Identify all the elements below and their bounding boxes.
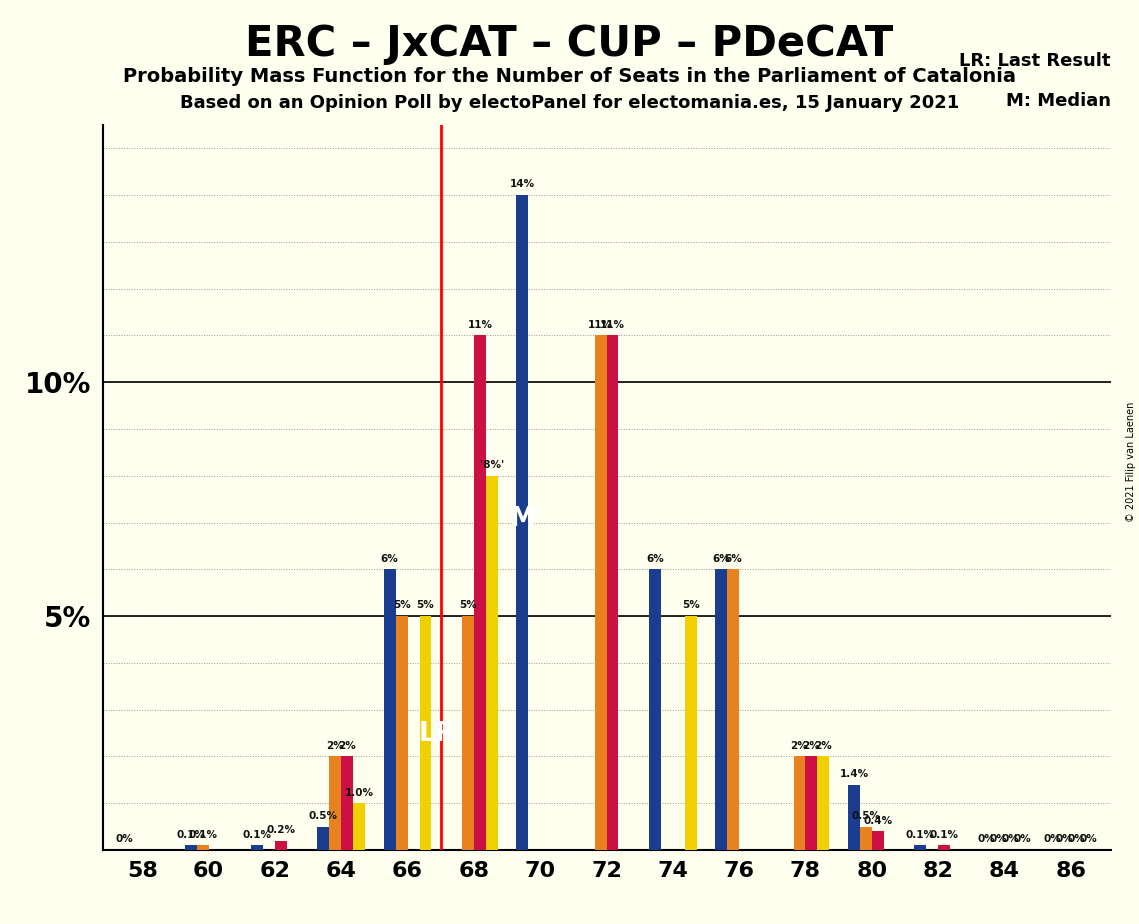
Bar xyxy=(649,569,661,850)
Bar xyxy=(419,616,432,850)
Text: 14%: 14% xyxy=(510,179,535,189)
Text: 2%: 2% xyxy=(814,741,833,751)
Text: 0.1%: 0.1% xyxy=(177,830,205,840)
Text: Probability Mass Function for the Number of Seats in the Parliament of Catalonia: Probability Mass Function for the Number… xyxy=(123,67,1016,86)
Text: 5%: 5% xyxy=(459,601,477,611)
Bar xyxy=(847,784,860,850)
Bar xyxy=(318,827,329,850)
Text: ERC – JxCAT – CUP – PDeCAT: ERC – JxCAT – CUP – PDeCAT xyxy=(245,23,894,65)
Text: '8%': '8%' xyxy=(480,460,503,470)
Text: 0.2%: 0.2% xyxy=(267,825,295,835)
Bar xyxy=(915,845,926,850)
Text: 2%: 2% xyxy=(327,741,344,751)
Text: 11%: 11% xyxy=(467,320,492,330)
Text: 5%: 5% xyxy=(417,601,434,611)
Bar xyxy=(715,569,727,850)
Text: 2%: 2% xyxy=(790,741,809,751)
Text: 6%: 6% xyxy=(712,553,730,564)
Text: 2%: 2% xyxy=(803,741,820,751)
Text: 6%: 6% xyxy=(646,553,664,564)
Bar xyxy=(329,757,342,850)
Bar xyxy=(794,757,805,850)
Text: 1.0%: 1.0% xyxy=(345,787,374,797)
Text: LR: Last Result: LR: Last Result xyxy=(959,52,1111,70)
Bar xyxy=(185,845,197,850)
Bar xyxy=(871,832,884,850)
Bar xyxy=(395,616,408,850)
Text: 0.1%: 0.1% xyxy=(906,830,935,840)
Text: Based on an Opinion Poll by electoPanel for electomania.es, 15 January 2021: Based on an Opinion Poll by electoPanel … xyxy=(180,94,959,112)
Text: 2%: 2% xyxy=(338,741,357,751)
Text: 6%: 6% xyxy=(724,553,741,564)
Text: 0%: 0% xyxy=(115,834,133,845)
Bar xyxy=(818,757,829,850)
Text: 0%: 0% xyxy=(1044,834,1062,845)
Bar xyxy=(274,841,287,850)
Text: 0.1%: 0.1% xyxy=(188,830,218,840)
Text: 0%: 0% xyxy=(1001,834,1019,845)
Text: 0%: 0% xyxy=(1068,834,1085,845)
Text: 5%: 5% xyxy=(682,601,699,611)
Bar xyxy=(353,803,366,850)
Bar xyxy=(595,335,606,850)
Text: M: Median: M: Median xyxy=(1006,92,1111,110)
Bar xyxy=(860,827,871,850)
Text: 11%: 11% xyxy=(600,320,625,330)
Text: 0.4%: 0.4% xyxy=(863,816,892,826)
Bar xyxy=(516,195,528,850)
Text: 0%: 0% xyxy=(1014,834,1031,845)
Text: 6%: 6% xyxy=(380,553,399,564)
Text: 1.4%: 1.4% xyxy=(839,769,868,779)
Bar xyxy=(606,335,618,850)
Text: 5%: 5% xyxy=(393,601,410,611)
Bar xyxy=(727,569,739,850)
Text: LR: LR xyxy=(419,721,456,748)
Bar xyxy=(685,616,697,850)
Text: © 2021 Filip van Laenen: © 2021 Filip van Laenen xyxy=(1126,402,1136,522)
Text: 0.5%: 0.5% xyxy=(851,811,880,821)
Bar xyxy=(251,845,263,850)
Text: M: M xyxy=(509,505,535,532)
Text: 0%: 0% xyxy=(977,834,995,845)
Text: 0.1%: 0.1% xyxy=(929,830,959,840)
Text: 0.1%: 0.1% xyxy=(243,830,271,840)
Bar xyxy=(384,569,395,850)
Bar xyxy=(474,335,486,850)
Bar xyxy=(486,476,498,850)
Bar xyxy=(939,845,950,850)
Text: 11%: 11% xyxy=(588,320,613,330)
Text: 0%: 0% xyxy=(1080,834,1098,845)
Bar xyxy=(805,757,818,850)
Bar xyxy=(462,616,474,850)
Bar xyxy=(197,845,208,850)
Bar xyxy=(342,757,353,850)
Text: 0.5%: 0.5% xyxy=(309,811,338,821)
Text: 0%: 0% xyxy=(990,834,1007,845)
Text: 0%: 0% xyxy=(1056,834,1074,845)
